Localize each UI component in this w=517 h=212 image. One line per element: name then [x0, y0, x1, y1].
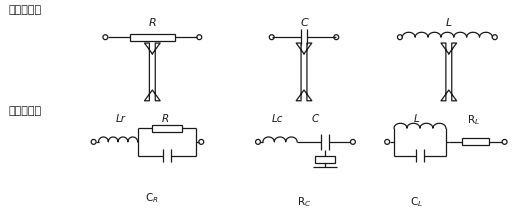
Bar: [462, 138, 489, 145]
Text: R$_L$: R$_L$: [467, 113, 480, 127]
Text: 高频条件下: 高频条件下: [8, 106, 42, 116]
Text: C$_R$: C$_R$: [145, 191, 159, 205]
Text: L: L: [446, 18, 452, 28]
Text: C$_L$: C$_L$: [410, 196, 423, 209]
Text: C: C: [300, 18, 308, 28]
Bar: [130, 34, 175, 41]
Bar: [315, 156, 335, 163]
Text: R$_C$: R$_C$: [297, 196, 311, 209]
Text: C: C: [311, 113, 318, 124]
Text: Lr: Lr: [116, 113, 126, 124]
Text: 低频条件下: 低频条件下: [8, 5, 42, 15]
Bar: [153, 125, 181, 132]
Text: Lc: Lc: [272, 113, 283, 124]
Text: R: R: [161, 113, 169, 124]
Text: L: L: [414, 113, 419, 124]
Text: R: R: [148, 18, 156, 28]
